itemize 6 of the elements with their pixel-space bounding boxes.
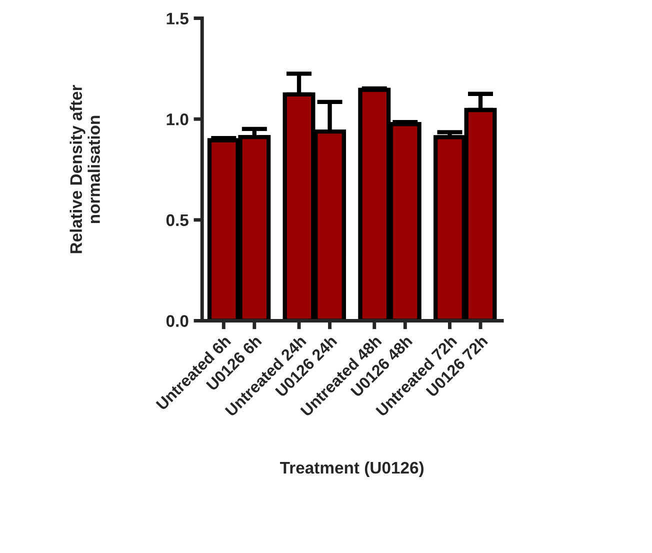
y-tick-label: 1.5	[166, 12, 188, 24]
x-axis-title: Treatment (U0126)	[280, 461, 424, 477]
y-tick-label: 0.5	[166, 214, 188, 226]
y-tick-label: 1.0	[166, 113, 188, 126]
y-tick-label: 0.0	[166, 315, 188, 327]
y-axis-title: Relative Density after normalisation	[70, 84, 100, 254]
